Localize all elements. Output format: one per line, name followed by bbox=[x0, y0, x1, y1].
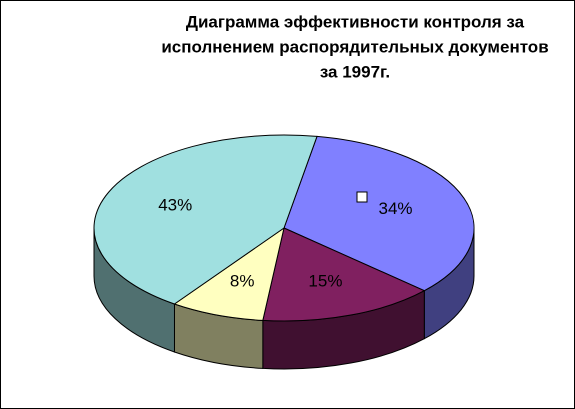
pie-slice bbox=[93, 134, 318, 305]
pie-slice bbox=[283, 135, 475, 292]
data-label: 15% bbox=[308, 271, 342, 290]
pie-slice bbox=[173, 226, 285, 321]
chart-title: за 1997г. bbox=[320, 62, 390, 81]
data-label: 8% bbox=[230, 271, 255, 290]
chart-title: Диаграмма эффективности контроля за bbox=[186, 12, 525, 31]
marker-square bbox=[356, 191, 368, 203]
data-label: 34% bbox=[378, 199, 412, 218]
pie-slice bbox=[262, 227, 426, 322]
data-label: 43% bbox=[158, 195, 192, 214]
chart-title: исполнением распорядительных документов bbox=[161, 37, 548, 56]
